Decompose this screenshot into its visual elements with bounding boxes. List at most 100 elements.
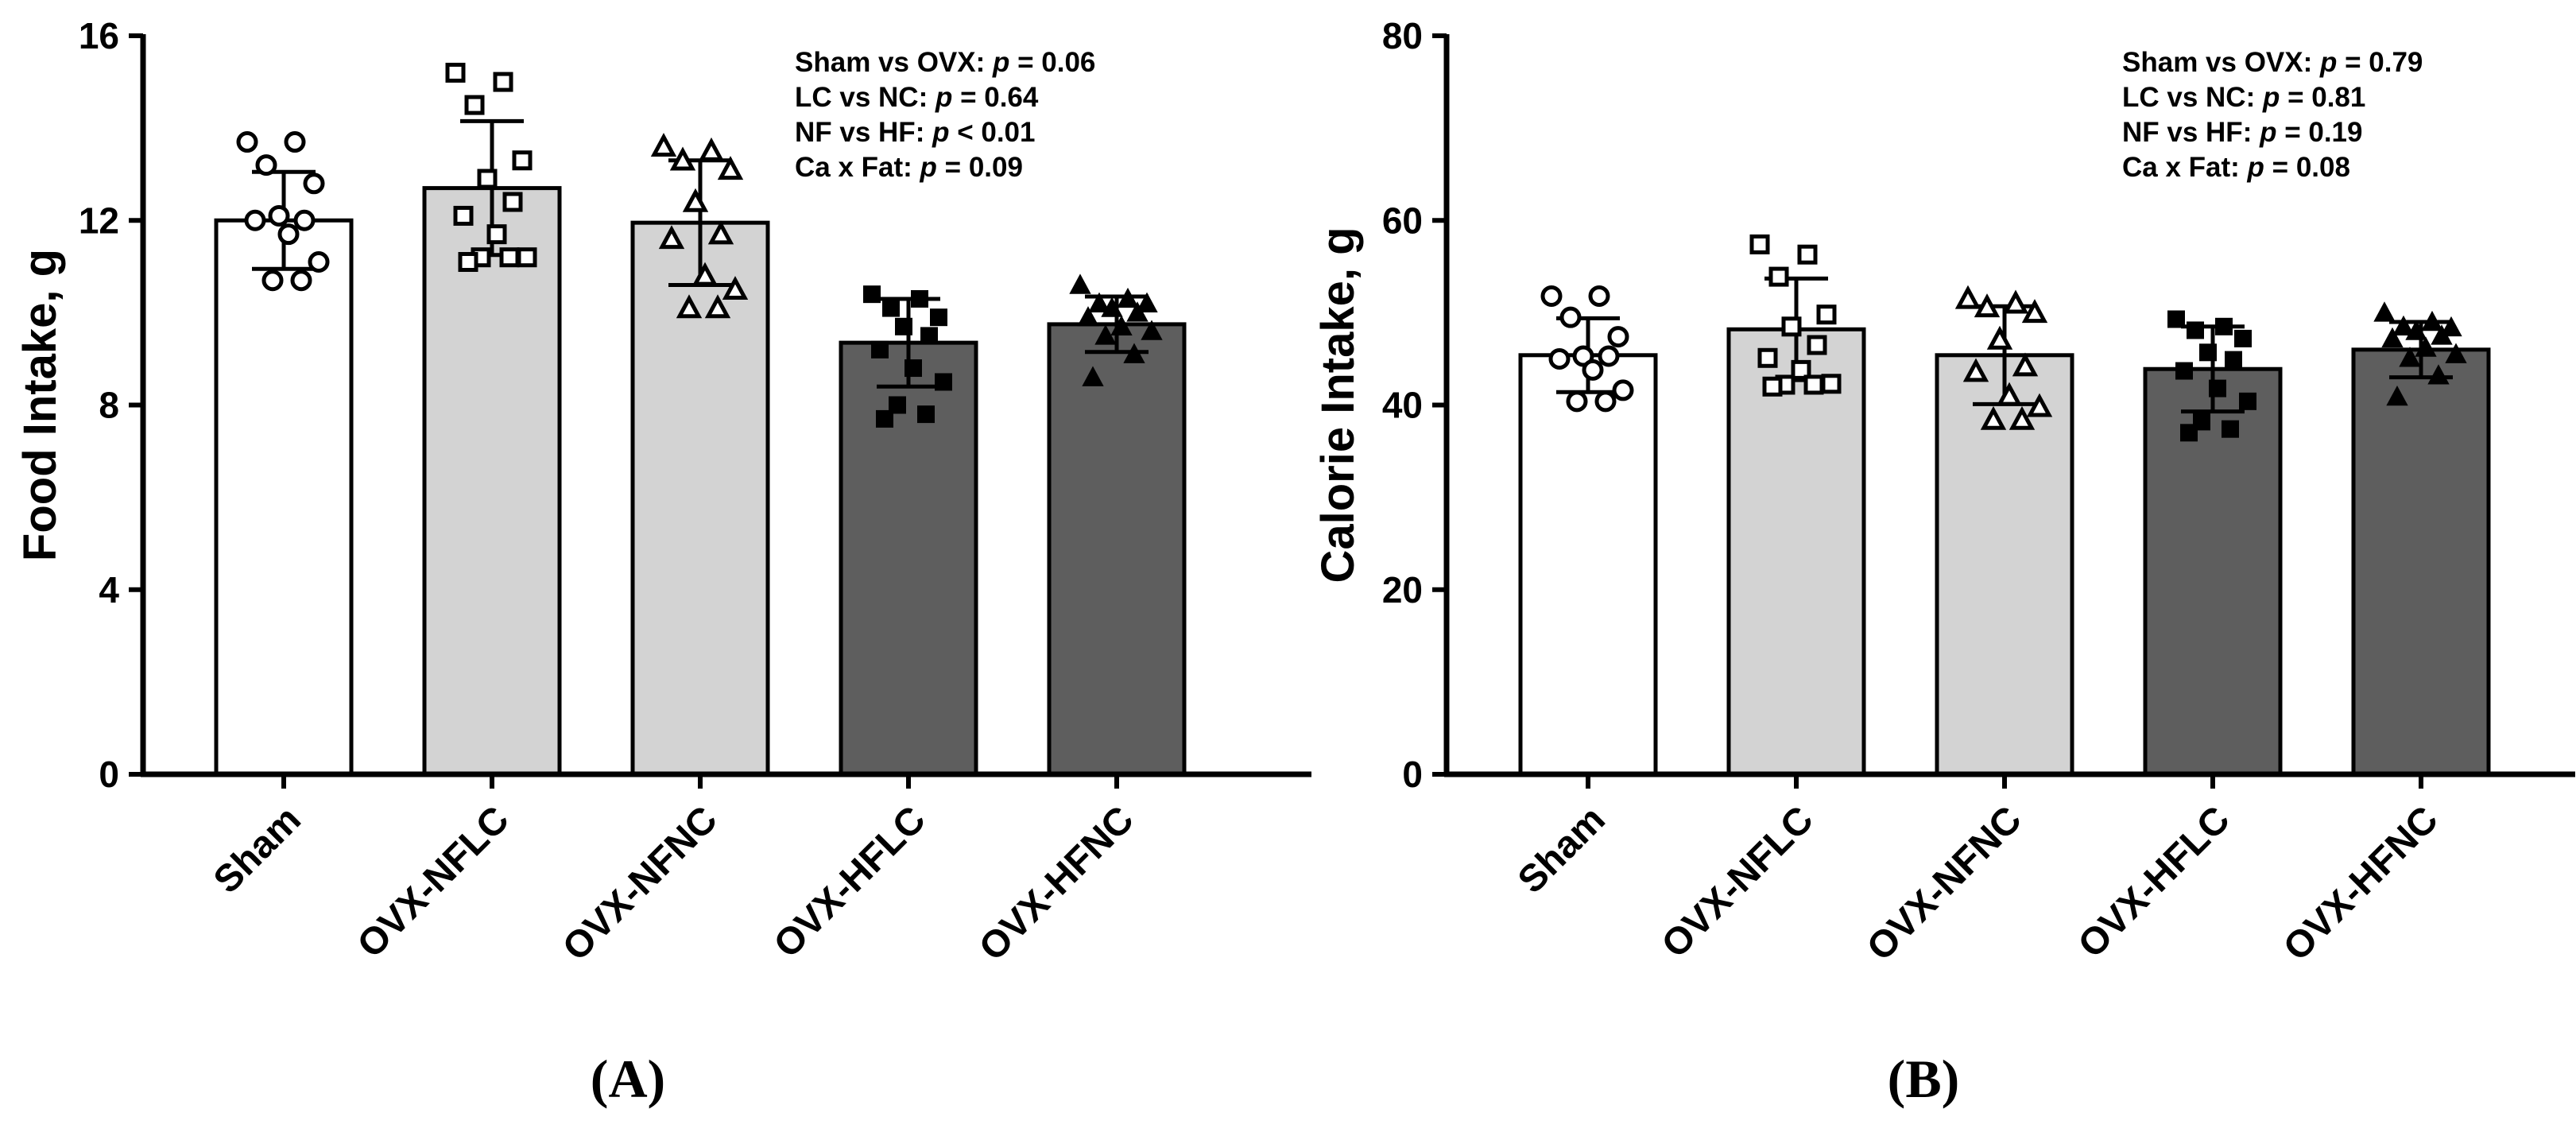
data-point (863, 285, 881, 304)
stat-annotation: Sham vs OVX: p = 0.79 (2122, 47, 2423, 78)
data-point (2002, 289, 2029, 314)
data-point (2381, 327, 2404, 348)
data-point (920, 327, 938, 345)
data-point (2209, 379, 2226, 397)
x-tick-label: OVX-NFLC (350, 798, 517, 966)
data-point (1141, 320, 1163, 340)
data-point (2012, 352, 2039, 377)
data-point (1094, 324, 1117, 345)
stat-annotation: LC vs NC: p = 0.81 (2122, 82, 2365, 113)
data-point (502, 192, 523, 212)
data-point (236, 131, 258, 153)
y-tick-label: 12 (79, 200, 119, 241)
data-point (691, 262, 719, 286)
data-point (1816, 304, 1837, 325)
data-point (1566, 390, 1588, 413)
data-point (889, 396, 906, 414)
data-point (255, 154, 277, 176)
y-tick-label: 0 (99, 754, 119, 795)
stat-annotation: Sham vs OVX: p = 0.06 (795, 47, 1095, 78)
panel-label: (A) (591, 1049, 665, 1109)
data-point (2386, 385, 2408, 406)
data-point (2239, 392, 2256, 410)
data-point (1594, 390, 1617, 413)
data-point (2026, 393, 2053, 417)
data-point (1791, 359, 1811, 380)
data-point (1582, 359, 1604, 381)
y-axis-label: Calorie Intake, g (1312, 227, 1364, 583)
data-point (2415, 336, 2437, 357)
bar-ovx-hfnc (2351, 347, 2491, 777)
bar-ovx-hflc (839, 340, 978, 777)
data-point (2180, 424, 2198, 442)
data-point (1101, 297, 1123, 317)
data-point (935, 373, 952, 391)
data-point (911, 289, 928, 308)
data-point (1117, 287, 1139, 308)
panel-label: (B) (1888, 1049, 1960, 1109)
data-point (1082, 366, 1104, 386)
x-tick-label: OVX-HFNC (2276, 798, 2446, 969)
data-point (1821, 374, 1842, 394)
data-point (1762, 376, 1783, 397)
data-point (876, 409, 893, 428)
data-point (1612, 379, 1634, 401)
data-point (2222, 420, 2239, 438)
data-point (2431, 324, 2453, 345)
data-point (1768, 266, 1789, 287)
y-tick-label: 20 (1382, 569, 1423, 611)
data-point (2440, 316, 2462, 337)
x-tick-label: OVX-NFNC (555, 798, 726, 969)
data-point (2421, 310, 2443, 331)
data-point (930, 308, 947, 327)
data-point (1807, 335, 1827, 355)
data-point (512, 150, 533, 171)
stat-annotation: Ca x Fat: p = 0.09 (795, 152, 1023, 183)
data-point (1974, 293, 2001, 318)
stat-annotation: LC vs NC: p = 0.64 (795, 82, 1039, 113)
data-point (1123, 343, 1145, 363)
data-point (2225, 351, 2242, 369)
data-point (2009, 405, 2036, 430)
x-tick-label: OVX-HFLC (766, 798, 934, 966)
data-point (1962, 358, 1989, 382)
data-point (493, 72, 513, 92)
data-point (486, 224, 507, 245)
data-point (722, 276, 749, 300)
x-tick-label: OVX-HFNC (971, 798, 1142, 969)
stat-annotation: NF vs HF: p < 0.01 (795, 117, 1035, 148)
bar-sham (1518, 353, 1658, 777)
data-point (698, 137, 725, 161)
data-point (1572, 345, 1594, 367)
data-point (1077, 306, 1099, 327)
x-tick-label: OVX-NFNC (1859, 798, 2030, 969)
data-point (1088, 292, 1110, 312)
data-point (2445, 343, 2467, 363)
data-point (284, 131, 306, 153)
data-point (658, 225, 685, 250)
data-point (871, 340, 889, 359)
data-point (2215, 317, 2233, 335)
x-tick-label: OVX-NFLC (1654, 798, 1822, 966)
data-point (1797, 244, 1818, 265)
data-point (1781, 316, 1802, 337)
data-point (2234, 329, 2252, 347)
data-point (682, 188, 709, 212)
data-point (499, 247, 520, 268)
data-point (707, 220, 734, 245)
bar-ovx-hfnc (1047, 322, 1187, 777)
x-tick-label: Sham (1510, 798, 1613, 901)
data-point (445, 62, 466, 83)
data-point (517, 247, 537, 268)
data-point (717, 156, 744, 180)
data-point (458, 252, 478, 273)
y-tick-label: 4 (99, 569, 119, 611)
data-point (2373, 301, 2396, 322)
data-point (2405, 320, 2427, 340)
data-point (704, 294, 731, 319)
data-point (268, 204, 290, 227)
data-point (895, 317, 912, 335)
data-point (277, 223, 300, 246)
data-point (2167, 310, 2185, 328)
y-tick-label: 80 (1382, 15, 1423, 56)
